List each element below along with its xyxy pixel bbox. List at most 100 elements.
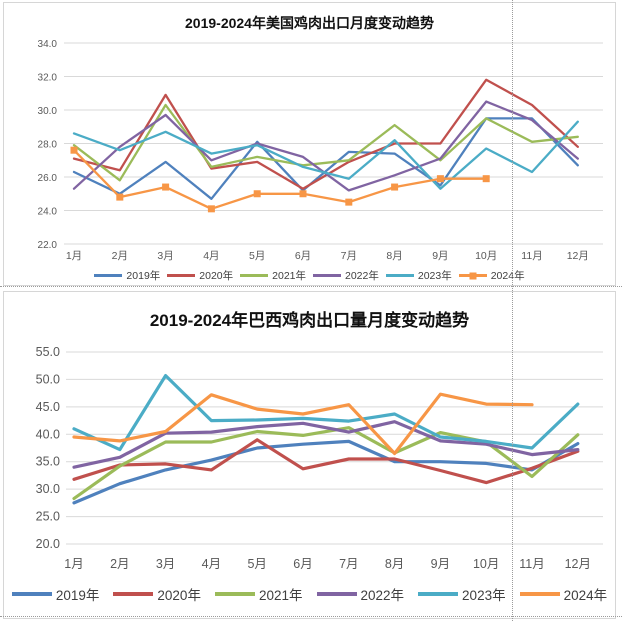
y-axis-tick-label: 34.0: [38, 39, 58, 50]
x-axis-month-label: 8月: [385, 557, 404, 571]
legend-label: 2019年: [55, 588, 100, 603]
chart-title-us: 2019-2024年美国鸡肉出口月度变动趋势: [185, 15, 434, 31]
legend-label: 2024年: [490, 270, 525, 282]
legend-item-2020年: 2020年: [167, 268, 233, 283]
legend-item-2019年: 2019年: [11, 584, 100, 604]
x-axis-month-label: 2月: [112, 250, 128, 262]
legend-item-2021年: 2021年: [240, 268, 306, 283]
y-axis-tick-label: 28.0: [38, 140, 58, 151]
legend-label: 2020年: [199, 270, 234, 282]
legend-line-swatch: [240, 274, 269, 277]
y-axis-tick-label: 24.0: [38, 207, 58, 218]
series-line-2022年: [72, 420, 580, 469]
legend-label: 2023年: [462, 588, 506, 603]
x-axis-month-label: 6月: [295, 250, 311, 262]
series-line-2024年: [72, 392, 534, 456]
y-axis-tick-label: 22.0: [38, 240, 58, 251]
legend-line-swatch: [418, 592, 459, 596]
legend-label: 2021年: [258, 588, 303, 603]
y-axis-tick-label: 35.0: [36, 455, 60, 469]
x-axis-month-label: 11月: [519, 557, 544, 571]
x-axis-month-label: 9月: [431, 557, 450, 571]
brazil-chicken-export-chart[interactable]: 2019-2024年巴西鸡肉出口量月度变动趋势 55.0 50.0 45.0 40.0…: [3, 291, 616, 619]
series-line-2019年: [72, 439, 580, 505]
y-axis-tick-label: 32.0: [38, 73, 58, 84]
x-axis-month-label: 4月: [203, 250, 219, 262]
legend-label: 2022年: [345, 270, 379, 282]
legend-item-2024年: 2024年: [519, 584, 608, 604]
y-axis-tick-label: 20.0: [36, 537, 60, 551]
series-line-2020年: [72, 438, 580, 485]
brazil-chart-legend: 2019年 2020年 2021年 2022年 2023年 2024年: [4, 584, 615, 604]
legend-item-2020年: 2020年: [113, 584, 201, 604]
x-axis-month-label: 11月: [521, 250, 542, 262]
series-marker-square: [345, 198, 353, 206]
legend-line-swatch: [385, 274, 414, 277]
legend-item-2024年: 2024年: [458, 268, 525, 283]
legend-item-2022年: 2022年: [316, 584, 405, 604]
x-axis-month-label: 2月: [110, 557, 129, 571]
series-marker-square: [116, 193, 124, 201]
x-axis-month-label: 7月: [339, 557, 358, 571]
series-line-2021年: [72, 426, 580, 501]
x-axis-month-label: 3月: [156, 557, 175, 571]
y-axis-tick-label: 45.0: [36, 400, 60, 414]
x-axis-month-label: 12月: [567, 250, 589, 262]
y-axis-tick-label: 30.0: [38, 106, 58, 117]
legend-line-swatch: [11, 592, 52, 596]
y-axis-tick-label: 55.0: [36, 345, 60, 359]
legend-line-swatch: [313, 274, 341, 277]
x-axis-month-label: 4月: [202, 557, 221, 571]
x-axis-month-label: 3月: [157, 250, 173, 262]
chart-title-brazil: 2019-2024年巴西鸡肉出口量月度变动趋势: [149, 311, 470, 330]
legend-label: 2019年: [126, 270, 161, 282]
brazil-chart-plot-area: 55.0 50.0 45.0 40.0 35.0 30.0 25.0 20.0 1月 2月 3月 4月…: [36, 345, 603, 571]
legend-line-swatch: [519, 592, 560, 596]
us-chart-legend: 2019年 2020年 2021年 2022年 2023年 2024年: [4, 268, 615, 283]
us-chicken-export-chart[interactable]: 2019-2024年美国鸡肉出口月度变动趋势 34.0 32.0 30.0 28.0 2…: [3, 2, 616, 286]
series-line-2020年: [72, 78, 579, 190]
page-break-horizontal-line-top: [0, 286, 622, 287]
x-axis-month-label: 8月: [386, 250, 402, 262]
x-axis-month-label: 10月: [475, 250, 497, 262]
x-axis-month-label: 1月: [64, 557, 83, 571]
series-marker-square: [436, 175, 444, 183]
series-marker-square: [391, 183, 399, 191]
legend-label: 2022年: [360, 588, 405, 603]
x-axis-month-label: 6月: [293, 557, 312, 571]
series-marker-square: [299, 190, 307, 198]
legend-label: 2024年: [563, 588, 608, 603]
legend-item-2019年: 2019年: [94, 268, 160, 283]
legend-item-2021年: 2021年: [214, 584, 303, 604]
series-line-2023年: [72, 120, 579, 190]
legend-label: 2021年: [272, 270, 306, 282]
y-axis-tick-label: 40.0: [36, 427, 60, 441]
x-axis-month-label: 10月: [473, 557, 499, 571]
series-marker-square: [162, 183, 170, 191]
legend-line-swatch: [167, 274, 196, 277]
x-axis-month-label: 1月: [66, 250, 82, 262]
legend-square-marker: [469, 272, 477, 279]
x-axis-month-label: 5月: [249, 250, 265, 262]
legend-line-swatch: [458, 272, 487, 279]
x-axis-month-label: 7月: [341, 250, 357, 262]
series-line-2019年: [72, 117, 579, 200]
y-axis-tick-label: 30.0: [36, 482, 60, 496]
legend-label: 2020年: [157, 588, 201, 603]
legend-line-swatch: [94, 274, 123, 277]
series-marker-square: [207, 205, 215, 213]
series-line-2021年: [72, 103, 579, 182]
series-line-2024年: [72, 149, 488, 210]
legend-item-2023年: 2023年: [418, 584, 506, 604]
x-axis-month-label: 12月: [565, 557, 591, 571]
y-axis-tick-label: 25.0: [36, 510, 60, 524]
legend-item-2023年: 2023年: [385, 268, 452, 283]
y-axis-tick-label: 50.0: [36, 372, 60, 386]
series-marker-square: [70, 146, 78, 154]
series-marker-square: [482, 175, 490, 183]
x-axis-month-label: 5月: [247, 557, 266, 571]
series-line-2023年: [72, 373, 580, 452]
legend-line-swatch: [214, 592, 255, 596]
x-axis-month-label: 9月: [432, 250, 448, 262]
